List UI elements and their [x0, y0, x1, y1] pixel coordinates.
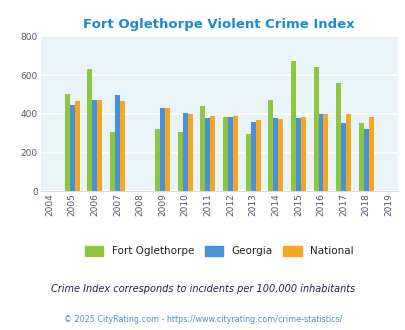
- Bar: [228, 117, 232, 191]
- Title: Fort Oglethorpe Violent Crime Index: Fort Oglethorpe Violent Crime Index: [83, 18, 354, 31]
- Bar: [323, 115, 328, 191]
- Bar: [65, 94, 70, 191]
- Bar: [119, 101, 125, 191]
- Bar: [273, 118, 277, 191]
- Bar: [97, 100, 102, 191]
- Bar: [250, 122, 255, 191]
- Bar: [295, 118, 300, 191]
- Bar: [345, 114, 350, 191]
- Bar: [368, 117, 373, 191]
- Bar: [160, 109, 165, 191]
- Bar: [335, 83, 340, 191]
- Bar: [70, 105, 75, 191]
- Bar: [363, 129, 368, 191]
- Bar: [205, 118, 210, 191]
- Bar: [75, 101, 79, 191]
- Bar: [313, 67, 318, 191]
- Bar: [92, 100, 97, 191]
- Bar: [232, 116, 237, 191]
- Bar: [182, 113, 188, 191]
- Bar: [268, 100, 273, 191]
- Bar: [245, 134, 250, 191]
- Bar: [318, 114, 323, 191]
- Legend: Fort Oglethorpe, Georgia, National: Fort Oglethorpe, Georgia, National: [81, 243, 356, 260]
- Bar: [165, 108, 170, 191]
- Bar: [155, 129, 160, 191]
- Bar: [222, 117, 228, 191]
- Bar: [115, 95, 119, 191]
- Bar: [340, 123, 345, 191]
- Bar: [358, 122, 363, 191]
- Bar: [188, 114, 192, 191]
- Bar: [300, 117, 305, 191]
- Bar: [210, 116, 215, 191]
- Bar: [87, 69, 92, 191]
- Bar: [277, 119, 283, 191]
- Bar: [290, 60, 295, 191]
- Bar: [200, 106, 205, 191]
- Bar: [177, 132, 182, 191]
- Bar: [255, 120, 260, 191]
- Text: Crime Index corresponds to incidents per 100,000 inhabitants: Crime Index corresponds to incidents per…: [51, 284, 354, 294]
- Bar: [110, 132, 115, 191]
- Text: © 2025 CityRating.com - https://www.cityrating.com/crime-statistics/: © 2025 CityRating.com - https://www.city…: [64, 315, 341, 324]
